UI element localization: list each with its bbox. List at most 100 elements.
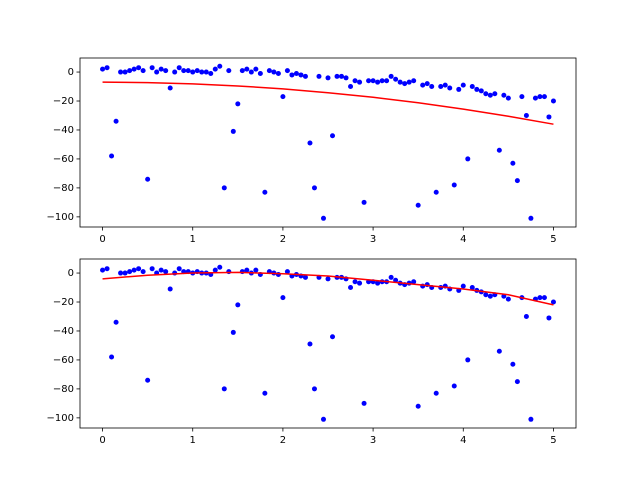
point xyxy=(433,390,439,396)
point xyxy=(487,293,493,299)
point xyxy=(523,313,529,319)
point xyxy=(357,280,363,286)
x-tick-label: 2 xyxy=(280,234,286,245)
x-tick-label: 4 xyxy=(460,234,466,245)
y-tick-label: −100 xyxy=(47,212,74,223)
point xyxy=(546,315,552,321)
point xyxy=(465,357,471,363)
point xyxy=(361,199,367,205)
point xyxy=(348,285,354,291)
point xyxy=(167,286,173,292)
point xyxy=(483,91,489,97)
y-tick-label: −20 xyxy=(53,297,74,308)
y-tick-label: −40 xyxy=(53,326,74,337)
x-tick-label: 3 xyxy=(370,435,376,446)
point xyxy=(239,68,245,74)
point xyxy=(280,94,286,100)
point xyxy=(113,118,119,124)
point xyxy=(375,280,381,286)
point xyxy=(339,73,345,79)
x-tick-label: 3 xyxy=(370,234,376,245)
point xyxy=(266,68,272,74)
point xyxy=(505,95,511,101)
point xyxy=(388,73,394,79)
point xyxy=(185,68,191,74)
point xyxy=(469,84,475,90)
point xyxy=(415,403,421,409)
point xyxy=(465,156,471,162)
x-tick-label: 4 xyxy=(460,435,466,446)
point xyxy=(537,94,543,100)
point xyxy=(122,69,128,75)
point xyxy=(262,189,268,195)
point xyxy=(478,88,484,94)
point xyxy=(411,78,417,84)
point xyxy=(451,383,457,389)
point xyxy=(199,69,205,75)
point xyxy=(411,279,417,285)
point xyxy=(519,94,525,100)
point xyxy=(397,79,403,85)
point xyxy=(388,274,394,280)
x-tick-label: 1 xyxy=(190,234,196,245)
point xyxy=(357,79,363,85)
point xyxy=(100,267,106,273)
point xyxy=(298,72,304,78)
point xyxy=(100,66,106,72)
point xyxy=(311,185,317,191)
point xyxy=(131,267,137,273)
axes-frame xyxy=(79,57,577,228)
point xyxy=(136,65,142,71)
point xyxy=(496,348,502,354)
point xyxy=(370,78,376,84)
point xyxy=(262,390,268,396)
point xyxy=(438,84,444,90)
point xyxy=(217,63,223,69)
x-tick-label: 5 xyxy=(550,435,556,446)
point xyxy=(163,269,169,275)
point xyxy=(248,69,254,75)
x-tick-label: 0 xyxy=(99,234,105,245)
point xyxy=(190,69,196,75)
y-tick-label: −60 xyxy=(53,154,74,165)
point xyxy=(109,153,115,159)
point xyxy=(293,70,299,76)
point xyxy=(284,68,290,74)
y-tick-label: −80 xyxy=(53,183,74,194)
point xyxy=(361,400,367,406)
point xyxy=(253,267,259,273)
point xyxy=(523,112,529,118)
point xyxy=(113,319,119,325)
point xyxy=(550,98,556,104)
x-tick-label: 1 xyxy=(190,435,196,446)
point xyxy=(546,114,552,120)
point xyxy=(483,292,489,298)
point xyxy=(429,84,435,90)
point xyxy=(415,202,421,208)
point xyxy=(384,78,390,84)
point xyxy=(235,101,241,107)
point xyxy=(492,91,498,97)
point xyxy=(311,386,317,392)
point xyxy=(528,416,534,422)
point xyxy=(514,178,520,184)
point xyxy=(221,386,227,392)
point xyxy=(118,270,124,276)
point xyxy=(167,85,173,91)
point xyxy=(145,377,151,383)
y-tick-label: 0 xyxy=(68,67,74,78)
point xyxy=(514,379,520,385)
point xyxy=(109,354,115,360)
point xyxy=(140,68,146,74)
point xyxy=(307,341,313,347)
point xyxy=(257,70,263,76)
point xyxy=(352,279,358,285)
point xyxy=(325,276,331,282)
point xyxy=(320,416,326,422)
point xyxy=(505,296,511,302)
point xyxy=(244,267,250,273)
point xyxy=(217,264,223,270)
point xyxy=(221,185,227,191)
y-tick-label: −20 xyxy=(53,96,74,107)
